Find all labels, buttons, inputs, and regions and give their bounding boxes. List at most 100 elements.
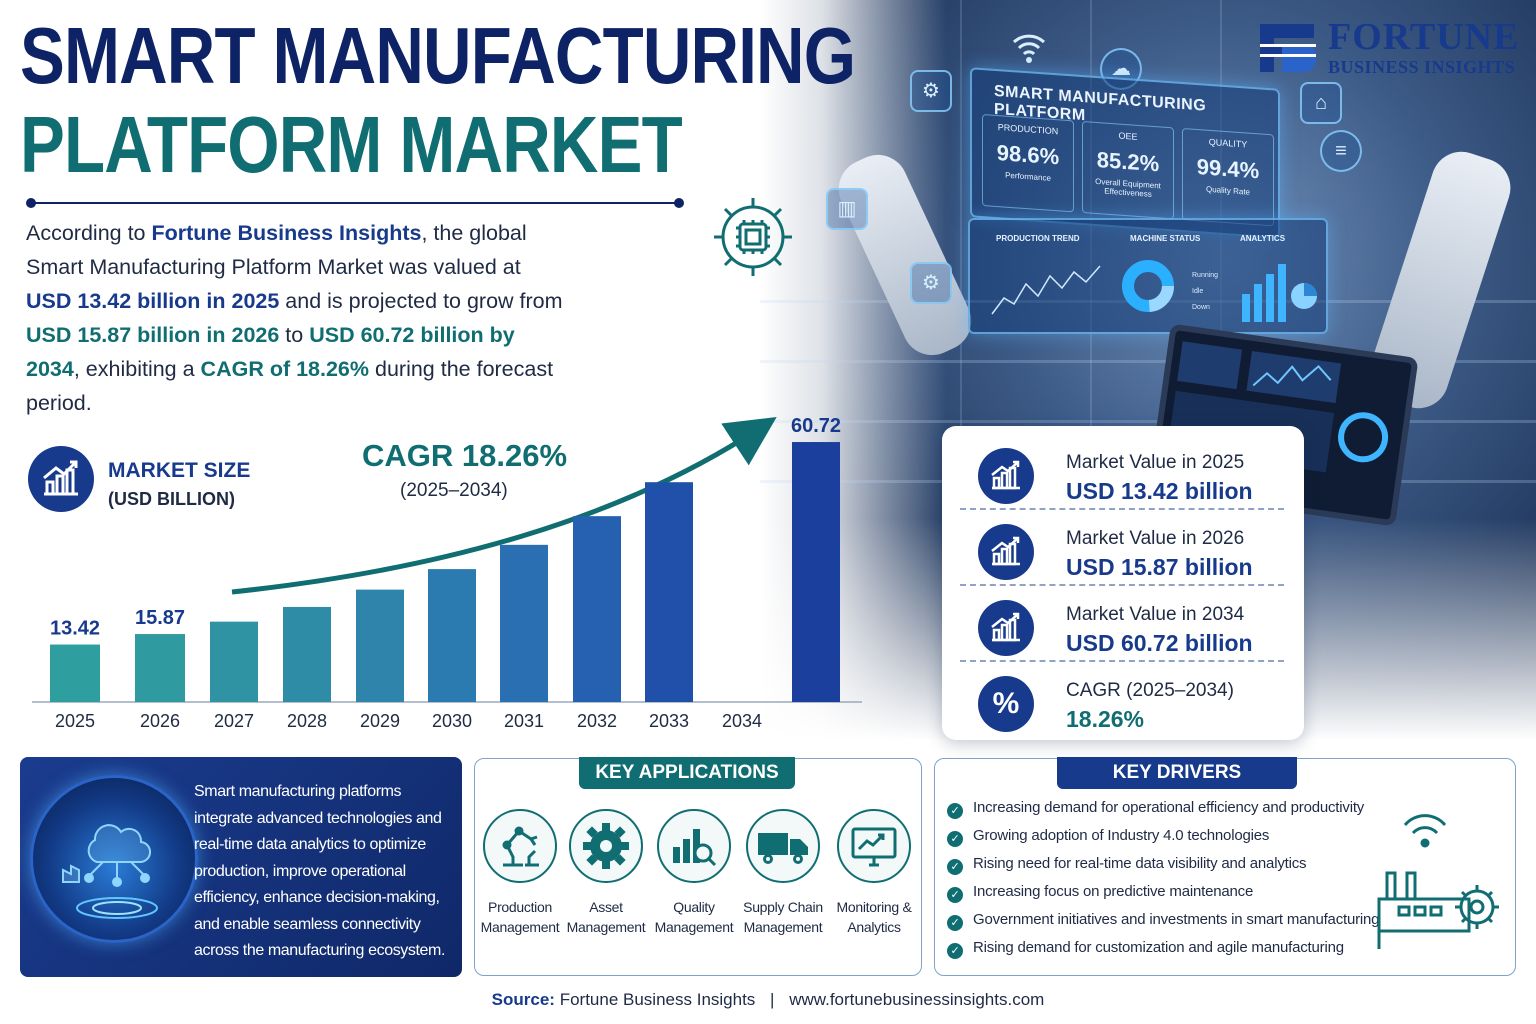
x-tick-label: 2030 (432, 711, 472, 731)
intro-value-2026: USD 15.87 billion in 2026 (26, 323, 280, 347)
x-tick-label: 2025 (55, 711, 95, 731)
x-tick-label: 2033 (649, 711, 689, 731)
driver-item: ✓ Increasing focus on predictive maintena… (947, 883, 1253, 905)
key-applications-title: KEY APPLICATIONS (579, 757, 795, 789)
stat-value: USD 13.42 billion (1066, 478, 1253, 504)
intro-value-2034: USD 60.72 billion by 2034 (26, 323, 515, 381)
footer: Source: Fortune Business Insights | www.… (0, 990, 1536, 1010)
brand-name: FORTUNE (1328, 16, 1520, 58)
footer-source-label: Source: (491, 990, 555, 1009)
intro-paragraph: According to Fortune Business Insights, … (26, 221, 563, 415)
legend-idle: Idle (1192, 288, 1204, 295)
stat-2025: Market Value in 2025 USD 13.42 billion (960, 434, 1284, 510)
app-quality-management: Quality Management (651, 809, 737, 937)
bar-chart-icon: ▥ (826, 188, 868, 230)
settings-icon: ⚙ (910, 70, 952, 112)
check-icon: ✓ (947, 943, 963, 959)
intro-value-2025: USD 13.42 billion in 2025 (26, 289, 280, 313)
panel-analytics: ANALYTICS (1240, 234, 1286, 243)
title-divider (26, 198, 684, 208)
bar-2030 (428, 569, 476, 702)
magnifier-chart-icon (657, 809, 731, 883)
market-size-unit: (USD BILLION) (108, 489, 235, 509)
percent-icon: % (978, 676, 1034, 732)
footer-url[interactable]: www.fortunebusinessinsights.com (789, 990, 1045, 1009)
analytics-bars (1242, 264, 1317, 322)
database-icon: ≡ (1320, 130, 1362, 172)
about-card: Smart manufacturing platforms integrate … (20, 757, 462, 977)
stat-label: Market Value in 2026 (1066, 528, 1245, 549)
chart-up-icon (978, 524, 1034, 580)
bar-2027 (210, 621, 258, 702)
app-production-management: Production Management (477, 809, 563, 937)
stat-value: 18.26% (1066, 706, 1145, 732)
stat-label: Market Value in 2025 (1066, 452, 1245, 473)
stat-value: USD 60.72 billion (1066, 630, 1253, 656)
footer-separator: | (770, 990, 775, 1009)
brand-tagline: BUSINESS INSIGHTS (1328, 57, 1516, 77)
x-tick-label: 2026 (140, 711, 180, 731)
data-label: 13.42 (50, 618, 100, 640)
chart-up-icon (978, 600, 1034, 656)
key-drivers-panel: KEY DRIVERS ✓ Increasing demand for opera… (934, 757, 1516, 976)
check-icon: ✓ (947, 831, 963, 847)
logo-mark-icon (1260, 24, 1316, 72)
bar-2029 (356, 589, 404, 702)
trend-line (991, 265, 1101, 315)
data-label: 15.87 (135, 607, 185, 629)
x-tick-label: 2032 (577, 711, 617, 731)
key-applications-panel: KEY APPLICATIONS Production Management As… (474, 757, 922, 976)
panel-machine-status: MACHINE STATUS (1130, 234, 1201, 243)
legend-running: Running (1192, 272, 1219, 279)
stat-value: USD 15.87 billion (1066, 554, 1253, 580)
driver-item: ✓ Rising demand for customization and agi… (947, 939, 1344, 961)
stat-label: Market Value in 2034 (1066, 604, 1245, 625)
bar-2028 (283, 606, 331, 702)
stat-cagr: % CAGR (2025–2034) 18.26% (960, 662, 1284, 738)
growth-arrow (231, 417, 777, 595)
kpi-production: PRODUCTION 98.6% Performance (982, 114, 1074, 213)
truck-icon (746, 809, 820, 883)
intro-source: Fortune Business Insights (151, 221, 422, 245)
cagr-headline: CAGR 18.26% (362, 438, 568, 473)
app-asset-management: Asset Management (563, 809, 649, 937)
status-donut (1122, 260, 1174, 312)
bar-2026 (135, 634, 185, 702)
app-supply-chain-management: Supply Chain Management (740, 809, 826, 937)
x-tick-label: 2029 (360, 711, 400, 731)
gear-chip-icon (714, 198, 792, 276)
check-icon: ✓ (947, 859, 963, 875)
market-size-bar-chart: 2025 13.42 2026 15.87 2027 2028 2029 2030 2031 20… (32, 415, 862, 731)
stat-label: CAGR (2025–2034) (1066, 680, 1234, 701)
bar-2033 (645, 482, 693, 702)
intro-cagr: CAGR of 18.26% (200, 357, 370, 381)
cloud-network-icon (30, 775, 198, 943)
panel-production-trend: PRODUCTION TREND (996, 234, 1080, 243)
dashboard-panel: SMART MANUFACTURING PLATFORM PRODUCTION … (970, 67, 1280, 239)
footer-source: Fortune Business Insights (559, 990, 756, 1009)
settings-icon-2: ⚙ (910, 262, 952, 304)
x-tick-label: 2031 (504, 711, 544, 731)
key-drivers-title: KEY DRIVERS (1057, 757, 1297, 789)
driver-item: ✓ Rising need for real-time data visibili… (947, 855, 1307, 877)
driver-item: ✓ Increasing demand for operational effic… (947, 799, 1364, 821)
market-size-label: MARKET SIZE (108, 459, 251, 482)
page-title-line1: SMART MANUFACTURING (20, 11, 856, 100)
bar-2031 (500, 544, 548, 702)
cagr-range: (2025–2034) (400, 480, 508, 501)
robot-arm-icon (483, 809, 557, 883)
check-icon: ✓ (947, 887, 963, 903)
bar-2032 (573, 516, 621, 702)
x-tick-label: 2028 (287, 711, 327, 731)
bar-2034 (792, 442, 840, 702)
stat-2034: Market Value in 2034 USD 60.72 billion (960, 586, 1284, 662)
x-tick-label: 2034 (722, 711, 762, 731)
robot-icon: ⌂ (1300, 82, 1342, 124)
bar-2025 (50, 644, 100, 702)
data-label: 60.72 (791, 415, 841, 437)
driver-item: ✓ Government initiatives and investments … (947, 911, 1380, 933)
check-icon: ✓ (947, 803, 963, 819)
market-size-icon (28, 446, 94, 512)
driver-item: ✓ Growing adoption of Industry 4.0 techno… (947, 827, 1269, 849)
monitor-chart-icon (837, 809, 911, 883)
